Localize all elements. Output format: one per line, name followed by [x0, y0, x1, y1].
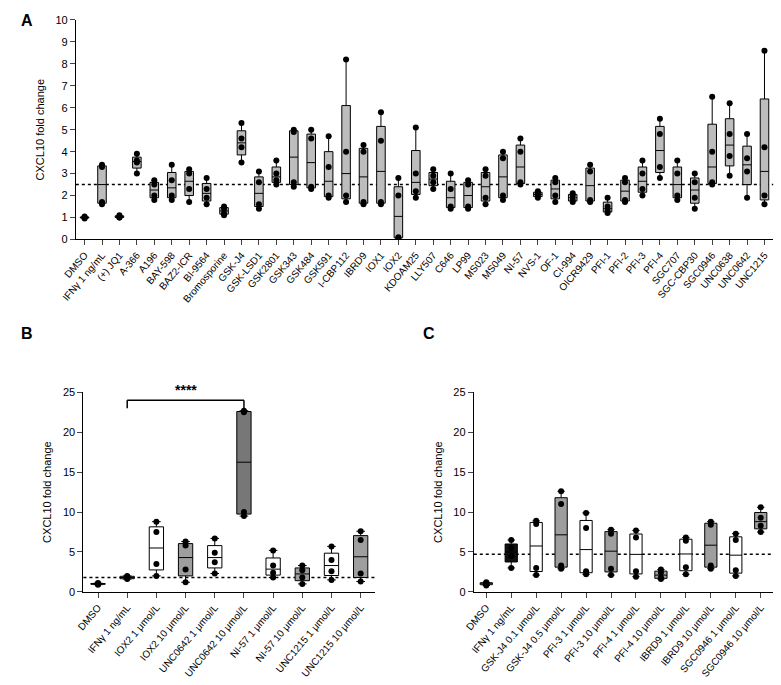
svg-text:SGC707: SGC707 [650, 250, 683, 287]
svg-text:****: **** [175, 382, 197, 398]
svg-text:Bromosporine: Bromosporine [181, 250, 230, 305]
svg-text:GSK-J4 0.1 μmol/L: GSK-J4 0.1 μmol/L [479, 602, 542, 674]
svg-text:IFNγ 1 ng/mL: IFNγ 1 ng/mL [470, 602, 517, 655]
svg-text:5: 5 [69, 546, 75, 558]
svg-text:3: 3 [62, 167, 68, 179]
svg-text:A: A [21, 12, 33, 29]
svg-text:15: 15 [63, 466, 75, 478]
svg-text:GSK-J4 0.5 μmol/L: GSK-J4 0.5 μmol/L [504, 602, 567, 674]
svg-text:5: 5 [459, 546, 465, 558]
svg-text:IBRD9: IBRD9 [342, 250, 370, 280]
svg-text:CXCL10 fold change: CXCL10 fold change [41, 441, 53, 543]
svg-text:C646: C646 [432, 250, 456, 276]
svg-text:20: 20 [63, 426, 75, 438]
svg-text:GSK2801: GSK2801 [245, 250, 282, 291]
svg-text:OF-1: OF-1 [538, 250, 561, 275]
svg-text:IFNγ 1 ng/mL: IFNγ 1 ng/mL [86, 602, 133, 655]
svg-text:NI-57 1 μmol/L: NI-57 1 μmol/L [228, 602, 279, 660]
svg-text:OICR9429: OICR9429 [557, 250, 596, 294]
svg-text:LP99: LP99 [450, 250, 474, 275]
svg-text:MS049: MS049 [480, 250, 509, 282]
svg-text:UNC0638: UNC0638 [698, 250, 735, 291]
svg-text:BI-9564: BI-9564 [181, 250, 212, 284]
svg-text:8: 8 [62, 58, 68, 70]
svg-text:GSK591: GSK591 [301, 250, 334, 286]
svg-text:SGC0946 10 μmol/L: SGC0946 10 μmol/L [699, 602, 766, 679]
svg-text:PFI-3 1 μmol/L: PFI-3 1 μmol/L [541, 602, 592, 660]
svg-text:PFI-4 10 μmol/L: PFI-4 10 μmol/L [612, 602, 667, 664]
svg-text:20: 20 [453, 426, 465, 438]
svg-text:7: 7 [62, 80, 68, 92]
svg-text:IBRD9 1 μmol/L: IBRD9 1 μmol/L [637, 602, 691, 664]
svg-text:A-366: A-366 [117, 250, 143, 278]
svg-text:IOX2: IOX2 [381, 250, 404, 275]
svg-text:NVS-1: NVS-1 [516, 250, 544, 280]
svg-text:10: 10 [63, 506, 75, 518]
svg-text:C: C [423, 325, 435, 342]
svg-text:PFI-4: PFI-4 [641, 250, 665, 276]
svg-text:B: B [21, 325, 33, 342]
svg-text:6: 6 [62, 102, 68, 114]
svg-text:PFI-3: PFI-3 [624, 250, 648, 276]
svg-text:UNC0642 1 μmol/L: UNC0642 1 μmol/L [157, 602, 221, 675]
svg-text:GSK484: GSK484 [284, 250, 317, 286]
svg-text:10: 10 [453, 506, 465, 518]
svg-text:0: 0 [62, 233, 68, 245]
svg-text:PFI-3 10 μmol/L: PFI-3 10 μmol/L [562, 602, 617, 664]
svg-text:NI-57 10 μmol/L: NI-57 10 μmol/L [253, 602, 308, 664]
svg-text:10: 10 [55, 14, 67, 26]
svg-text:5: 5 [62, 124, 68, 136]
svg-text:BAZ2-ICR: BAZ2-ICR [157, 250, 195, 292]
svg-text:PFI-4 1 μmol/L: PFI-4 1 μmol/L [591, 602, 642, 660]
svg-text:NI-57: NI-57 [502, 250, 526, 276]
svg-text:IOX1: IOX1 [363, 250, 386, 275]
svg-text:DMSO: DMSO [62, 250, 90, 280]
svg-text:PFI-2: PFI-2 [606, 250, 630, 276]
svg-text:A196: A196 [136, 250, 160, 275]
svg-text:KDOAM25: KDOAM25 [382, 250, 421, 294]
svg-text:9: 9 [62, 36, 68, 48]
svg-text:2: 2 [62, 189, 68, 201]
svg-text:PFI-1: PFI-1 [589, 250, 613, 276]
svg-text:DMSO: DMSO [464, 602, 492, 632]
svg-text:IOX2 10 μmol/L: IOX2 10 μmol/L [138, 602, 191, 663]
svg-text:UNC0642 10 μmol/L: UNC0642 10 μmol/L [183, 602, 250, 679]
svg-text:SGC0946 1 μmol/L: SGC0946 1 μmol/L [678, 602, 742, 675]
svg-text:25: 25 [63, 386, 75, 398]
svg-text:25: 25 [453, 386, 465, 398]
svg-text:GSK-J4: GSK-J4 [216, 250, 247, 284]
svg-text:SGC-CBP30: SGC-CBP30 [655, 250, 700, 301]
svg-text:I-CBP112: I-CBP112 [316, 250, 352, 290]
svg-text:GSK-LSD1: GSK-LSD1 [224, 250, 265, 295]
svg-text:UNC0642: UNC0642 [716, 250, 753, 291]
svg-text:UNC1215: UNC1215 [733, 250, 770, 291]
svg-text:0: 0 [459, 586, 465, 598]
svg-text:SGC0946: SGC0946 [681, 250, 718, 291]
svg-text:MS023: MS023 [462, 250, 491, 282]
svg-text:CXCL10 fold change: CXCL10 fold change [432, 441, 444, 543]
svg-text:IBRD9 10 μmol/L: IBRD9 10 μmol/L [659, 602, 717, 668]
svg-text:15: 15 [453, 466, 465, 478]
svg-text:(+) JQ1: (+) JQ1 [95, 250, 125, 283]
svg-text:DMSO: DMSO [76, 602, 104, 632]
svg-text:UNC1215 1 μmol/L: UNC1215 1 μmol/L [274, 602, 338, 675]
svg-text:CXCL10 fold change: CXCL10 fold change [34, 79, 46, 181]
svg-text:4: 4 [62, 145, 68, 157]
svg-text:GSK343: GSK343 [266, 250, 299, 286]
svg-text:UNC1215 10 μmol/L: UNC1215 10 μmol/L [299, 602, 366, 679]
svg-text:CI-994: CI-994 [550, 250, 578, 280]
svg-text:BAY-598: BAY-598 [144, 250, 177, 287]
svg-text:0: 0 [69, 586, 75, 598]
svg-text:LLY507: LLY507 [408, 250, 438, 283]
svg-text:1: 1 [62, 211, 68, 223]
svg-text:IOX2 1 μmol/L: IOX2 1 μmol/L [112, 602, 162, 659]
svg-text:IFNγ 1 ng/mL: IFNγ 1 ng/mL [60, 250, 107, 303]
